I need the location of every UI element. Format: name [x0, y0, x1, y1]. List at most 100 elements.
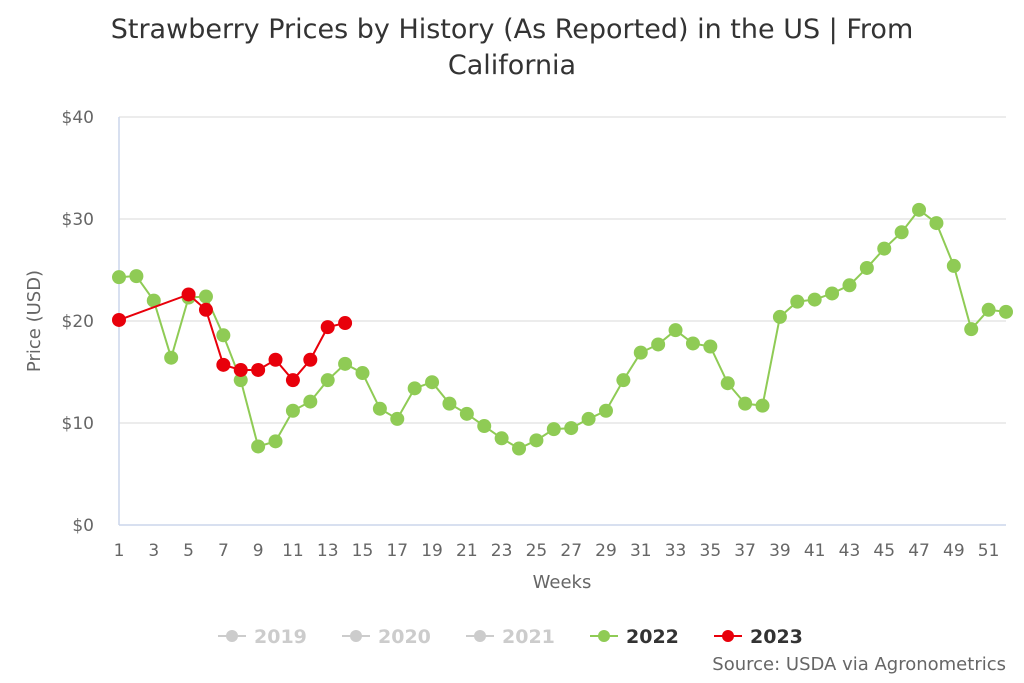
x-tick-label: 33 — [665, 541, 687, 561]
x-axis-title: Weeks — [533, 572, 592, 593]
x-tick-label: 9 — [253, 541, 264, 561]
data-point-2022-week-26 — [546, 422, 561, 437]
x-tick-label: 13 — [317, 541, 339, 561]
x-tick-label: 19 — [421, 541, 443, 561]
legend-symbol-marker — [598, 630, 610, 642]
y-tick-label: $0 — [72, 516, 94, 536]
data-point-2023-week-14 — [338, 316, 353, 331]
data-point-2023-week-6 — [198, 302, 213, 317]
x-tick-label: 3 — [148, 541, 159, 561]
data-point-2023-week-9 — [251, 362, 266, 377]
data-point-2022-week-38 — [755, 398, 770, 413]
data-point-2022-week-19 — [425, 375, 440, 390]
legend-item-2021[interactable]: 2021 — [466, 626, 555, 648]
data-point-2023-week-7 — [216, 357, 231, 372]
x-tick-label: 31 — [630, 541, 652, 561]
source-note: Source: USDA via Agronometrics — [712, 654, 1006, 675]
data-point-2022-week-29 — [598, 403, 613, 418]
data-point-2022-week-24 — [512, 441, 527, 456]
legend-label: 2021 — [502, 626, 555, 648]
data-point-2022-week-22 — [477, 419, 492, 434]
data-point-2022-week-12 — [303, 394, 318, 409]
data-point-2022-week-4 — [164, 350, 179, 365]
legend-item-2022[interactable]: 2022 — [590, 626, 679, 648]
legend-label: 2023 — [750, 626, 803, 648]
x-tick-label: 41 — [804, 541, 826, 561]
data-point-2022-week-6 — [198, 289, 213, 304]
data-point-2022-week-32 — [651, 337, 666, 352]
x-tick-label: 45 — [873, 541, 895, 561]
x-tick-label: 5 — [183, 541, 194, 561]
series-line-2023 — [118, 293, 346, 382]
x-tick-label: 39 — [769, 541, 791, 561]
x-tick-label: 35 — [700, 541, 722, 561]
data-point-2022-week-21 — [459, 406, 474, 421]
data-point-2022-week-49 — [946, 258, 961, 273]
y-axis-title: Price (USD) — [24, 270, 45, 372]
data-point-2022-week-3 — [146, 293, 161, 308]
legend-item-2020[interactable]: 2020 — [342, 626, 431, 648]
data-point-2022-week-46 — [894, 225, 909, 240]
data-point-2023-week-10 — [268, 352, 283, 367]
data-point-2023-week-13 — [320, 320, 335, 335]
series-line-2022 — [118, 208, 1007, 450]
data-point-2022-week-2 — [129, 269, 144, 284]
legend-label: 2022 — [626, 626, 679, 648]
legend-label: 2019 — [254, 626, 307, 648]
legend-symbol-marker — [350, 630, 362, 642]
chart-title: Strawberry Prices by History (As Reporte… — [0, 12, 1024, 84]
data-point-2022-week-34 — [685, 336, 700, 351]
data-point-2022-week-11 — [285, 403, 300, 418]
x-tick-label: 29 — [595, 541, 617, 561]
x-tick-label: 47 — [908, 541, 930, 561]
data-point-2022-week-50 — [964, 322, 979, 337]
data-point-2022-week-43 — [842, 278, 857, 293]
x-tick-label: 21 — [456, 541, 478, 561]
x-tick-label: 51 — [978, 541, 1000, 561]
data-point-2022-week-47 — [912, 202, 927, 217]
data-point-2022-week-28 — [581, 411, 596, 426]
legend-symbol-marker — [722, 630, 734, 642]
legend-label: 2020 — [378, 626, 431, 648]
data-point-2023-week-5 — [181, 287, 196, 302]
data-point-2023-week-11 — [285, 373, 300, 388]
data-point-2022-week-36 — [720, 376, 735, 391]
data-point-2022-week-20 — [442, 396, 457, 411]
x-tick-label: 17 — [386, 541, 408, 561]
data-point-2022-week-23 — [494, 431, 509, 446]
data-point-2022-week-37 — [738, 396, 753, 411]
data-point-2022-week-8 — [233, 373, 248, 388]
data-point-2022-week-18 — [407, 381, 422, 396]
data-point-2022-week-15 — [355, 366, 370, 381]
data-point-2022-week-13 — [320, 373, 335, 388]
x-tick-label: 7 — [218, 541, 229, 561]
data-point-2022-week-25 — [529, 433, 544, 448]
data-point-2022-week-9 — [251, 439, 266, 454]
data-point-2022-week-17 — [390, 411, 405, 426]
x-tick-label: 15 — [352, 541, 374, 561]
data-point-2022-week-30 — [616, 373, 631, 388]
legend-symbol-marker — [226, 630, 238, 642]
data-point-2023-week-1 — [112, 312, 126, 327]
title-line-2: California — [447, 50, 577, 81]
data-point-2023-week-8 — [233, 362, 248, 377]
legend-item-2023[interactable]: 2023 — [714, 626, 803, 648]
data-point-2022-week-48 — [929, 216, 944, 231]
y-tick-label: $10 — [62, 414, 94, 434]
legend-symbol-marker — [474, 630, 486, 642]
x-tick-label: 1 — [114, 541, 125, 561]
legend-item-2019[interactable]: 2019 — [218, 626, 307, 648]
x-tick-label: 11 — [282, 541, 304, 561]
data-point-2022-week-14 — [338, 356, 353, 371]
data-point-2022-week-27 — [564, 421, 579, 436]
data-point-2022-week-41 — [807, 292, 822, 307]
data-point-2022-week-1 — [112, 270, 126, 285]
data-point-2022-week-31 — [633, 345, 648, 360]
data-point-2022-week-44 — [859, 260, 874, 275]
x-tick-label: 49 — [943, 541, 965, 561]
data-point-2022-week-51 — [981, 302, 996, 317]
x-tick-label: 23 — [491, 541, 513, 561]
data-point-2022-week-33 — [668, 323, 683, 338]
